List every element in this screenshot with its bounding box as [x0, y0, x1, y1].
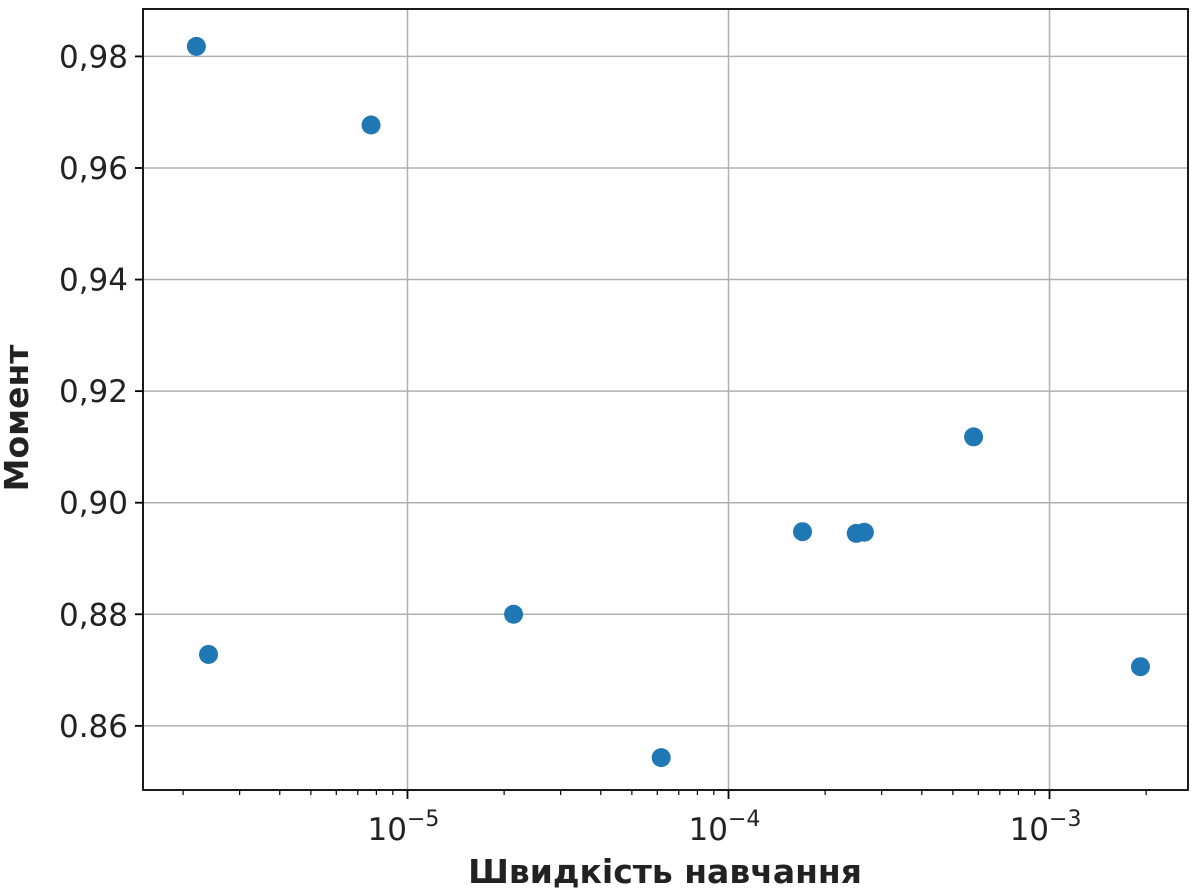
grid	[143, 9, 1188, 790]
y-tick-label: 0,94	[59, 263, 128, 299]
x-tick-base: 10	[1010, 812, 1049, 848]
x-tick-exponent: −5	[407, 807, 439, 832]
data-points	[186, 36, 1150, 768]
x-tick-base: 10	[689, 812, 728, 848]
data-point	[964, 427, 984, 447]
y-tick-label: 0.86	[59, 709, 128, 745]
y-axis-label: Момент	[0, 345, 36, 492]
data-point	[504, 604, 524, 624]
y-tick-label: 0,98	[59, 39, 128, 75]
axis-ticks	[135, 55, 1147, 799]
plot-frame	[142, 8, 1189, 791]
x-tick-label: 10−3	[1010, 807, 1082, 848]
data-point	[854, 522, 874, 542]
data-point	[651, 748, 671, 768]
x-tick-label: 10−5	[368, 807, 440, 848]
data-point	[1130, 657, 1150, 677]
x-tick-exponent: −3	[1049, 807, 1081, 832]
x-tick-exponent: −4	[728, 807, 760, 832]
y-tick-label: 0,88	[59, 597, 128, 633]
y-tick-label: 0,90	[59, 486, 128, 522]
data-point	[792, 522, 812, 542]
x-tick-base: 10	[368, 812, 407, 848]
data-point	[361, 115, 381, 135]
y-tick-label: 0,96	[59, 151, 128, 187]
data-point	[186, 36, 206, 56]
x-axis-label: Швидкість навчання	[468, 852, 862, 891]
data-point	[199, 644, 219, 664]
y-tick-label: 0,92	[59, 374, 128, 410]
x-tick-label: 10−4	[689, 807, 761, 848]
